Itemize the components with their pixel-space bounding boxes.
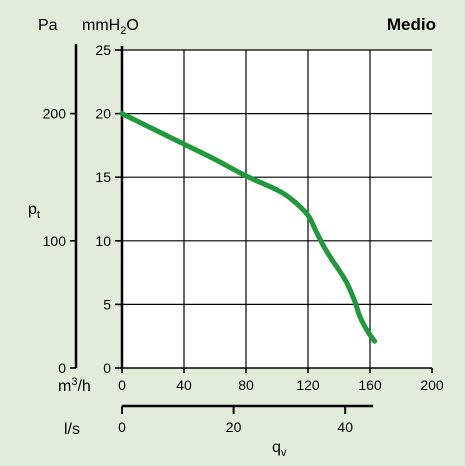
tick-label-y-pa: 0 (58, 360, 66, 376)
mmh2o-unit-label: mmH2O (82, 17, 139, 37)
tick-label-y-pa: 100 (43, 233, 67, 249)
tick-label-x-m3h: 200 (420, 377, 444, 393)
tick-label-y-mmh2o: 25 (95, 42, 111, 58)
grid-lines (122, 49, 432, 368)
tick-label-x-ls: 20 (226, 419, 242, 435)
tick-label-x-m3h: 120 (296, 377, 320, 393)
tick-label-x-ls: 40 (337, 419, 353, 435)
tick-label-y-pa: 200 (43, 106, 67, 122)
tick-label-x-m3h: 160 (358, 377, 382, 393)
ls-axis-label: l/s (64, 421, 80, 438)
qv-axis-label: qv (272, 439, 287, 459)
pt-axis-label: pt (28, 201, 40, 221)
axes (74, 44, 432, 408)
tick-label-y-mmh2o: 0 (103, 360, 111, 376)
tick-label-y-mmh2o: 20 (95, 106, 111, 122)
pa-unit-label: Pa (38, 17, 58, 34)
tick-label-x-m3h: 40 (176, 377, 192, 393)
plot-area (122, 50, 432, 368)
chart-title: Medio (387, 15, 436, 34)
tick-label-y-mmh2o: 15 (95, 169, 111, 185)
performance-curve (119, 111, 378, 344)
tick-label-y-mmh2o: 10 (95, 233, 111, 249)
tick-label-y-mmh2o: 5 (103, 296, 111, 312)
m3h-axis-label: m3/h (58, 376, 91, 395)
tick-label-x-ls: 0 (118, 419, 126, 435)
tick-label-x-m3h: 0 (118, 377, 126, 393)
tick-label-x-m3h: 80 (238, 377, 254, 393)
